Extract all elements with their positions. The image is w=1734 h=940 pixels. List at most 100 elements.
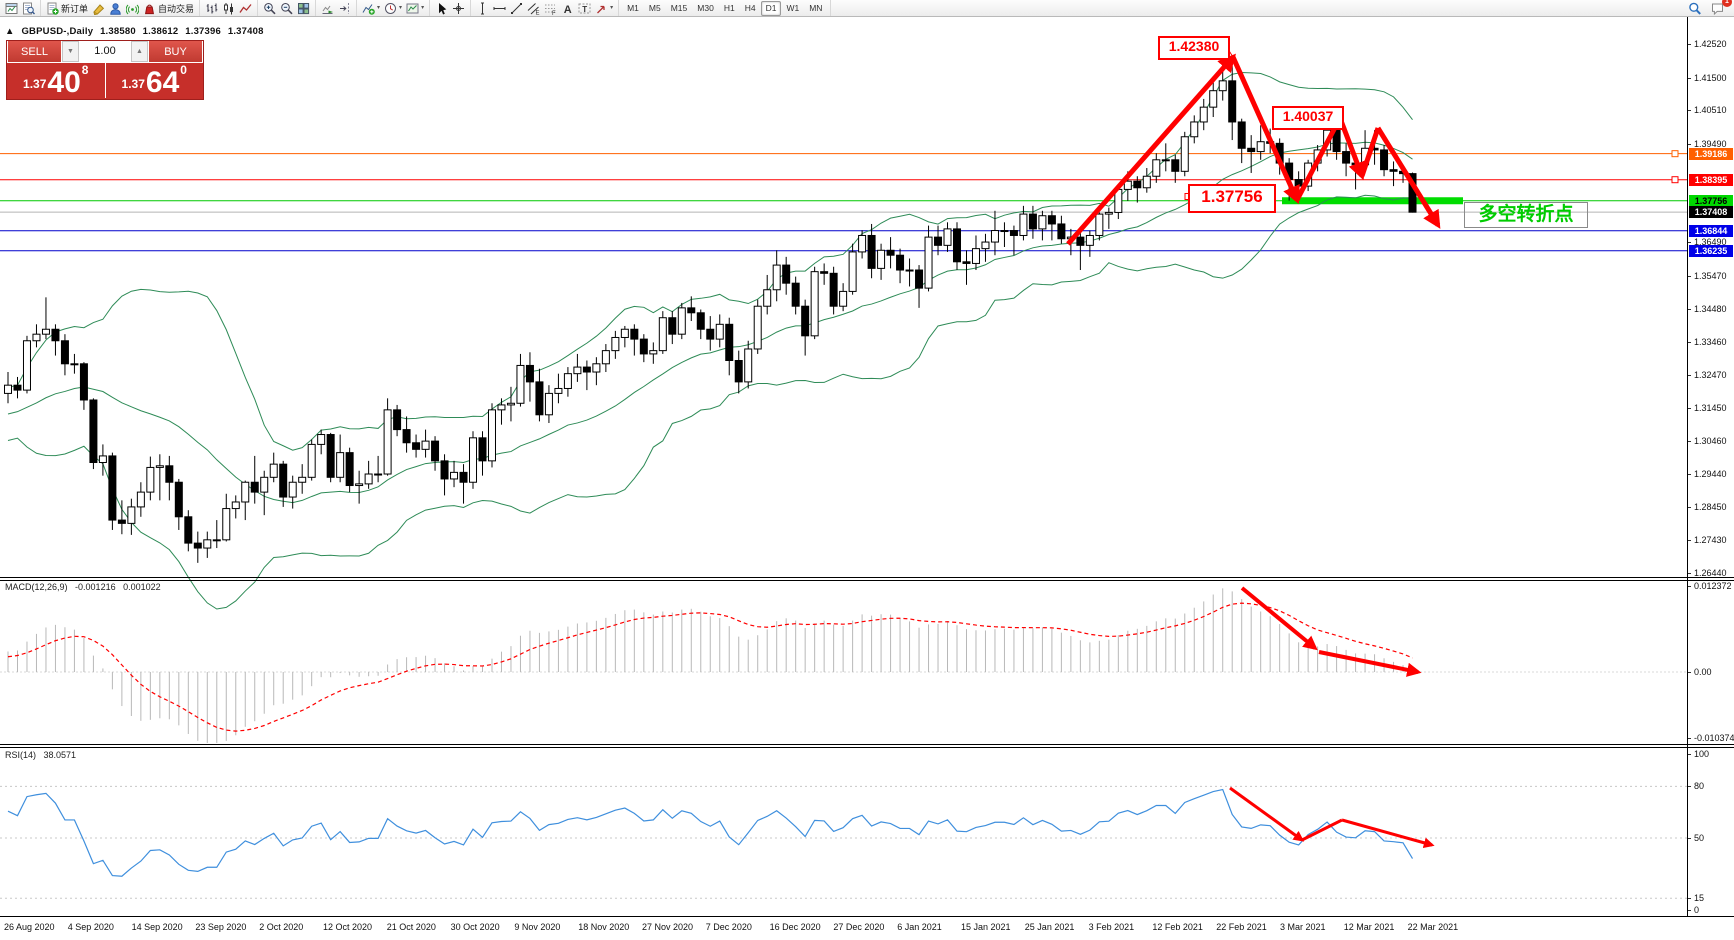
panel-divider[interactable] (0, 744, 1734, 745)
candle-body (715, 323, 724, 340)
toolbar-group (0, 0, 41, 16)
shapes-button[interactable]: ▾ (593, 1, 615, 16)
templates-button[interactable]: ▾ (404, 1, 426, 16)
macd-arrow[interactable] (1240, 586, 1318, 651)
macd-signal-value: 0.001022 (123, 582, 161, 592)
bar-chart-button[interactable] (203, 1, 220, 16)
timeframe-mn[interactable]: MN (809, 2, 823, 13)
zoom-out-button[interactable] (278, 1, 295, 16)
sell-price-small: 1.37 (23, 77, 47, 91)
channel-button[interactable]: E (525, 1, 542, 16)
candle-body (810, 271, 819, 337)
notifications-button[interactable]: 1 (1709, 0, 1732, 16)
turning-point-note[interactable]: 多空转折点 (1464, 202, 1588, 228)
notification-badge: 1 (1722, 0, 1732, 7)
cursor-button[interactable] (433, 1, 450, 16)
timeframe-d1[interactable]: D1 (760, 0, 782, 16)
candle-body (279, 463, 288, 498)
vertical-line-button[interactable] (474, 1, 491, 16)
chart-shift-button[interactable] (336, 1, 353, 16)
profile-button[interactable] (107, 1, 124, 16)
candle-body (13, 384, 22, 391)
buy-price-big: 64 (145, 66, 180, 99)
timeframe-m15[interactable]: M15 (670, 2, 688, 13)
periods-button[interactable]: ▾ (382, 1, 404, 16)
volume-increase-button[interactable]: ▲ (131, 41, 148, 62)
candle-body (772, 264, 781, 291)
auto-scroll-button[interactable] (319, 1, 336, 16)
price-axis-tick: 1.31450 (1694, 403, 1727, 414)
timeframe-m5[interactable]: M5 (648, 2, 661, 13)
candle-body (611, 336, 620, 352)
candle-body (155, 465, 164, 468)
trend-arrow[interactable] (1230, 55, 1300, 205)
macd-axis-tick: 0.00 (1694, 667, 1712, 677)
indicators-button[interactable]: ▾ (360, 1, 382, 16)
volume-input[interactable]: 1.00 (94, 45, 116, 57)
candle-body (1190, 121, 1199, 138)
autotrading-button[interactable]: 自动交易 (141, 1, 196, 16)
candle-chart-button[interactable] (220, 1, 237, 16)
volume-decrease-button[interactable]: ▼ (62, 41, 79, 62)
fibonacci-button[interactable]: F (542, 1, 559, 16)
timeframe-m1[interactable]: M1 (627, 2, 639, 13)
candle-body (820, 271, 829, 274)
ohlc-low: 1.37396 (185, 26, 221, 37)
sell-price[interactable]: 1.37 40 8 (7, 63, 106, 98)
macd-arrow[interactable] (1318, 650, 1422, 677)
data-preview-button[interactable] (20, 1, 37, 16)
styler-button[interactable] (90, 1, 107, 16)
buy-price[interactable]: 1.37 64 0 (106, 63, 204, 98)
horizontal-line-button[interactable] (491, 1, 508, 16)
new-order-button[interactable]: 新订单 (44, 1, 90, 16)
rsi-arrow[interactable] (1229, 786, 1305, 842)
collapse-icon[interactable]: ▲ (5, 26, 15, 37)
rsi-arrow[interactable] (1301, 818, 1343, 842)
sell-price-sup: 8 (81, 63, 89, 77)
crosshair-button[interactable] (450, 1, 467, 16)
chart-canvas[interactable] (0, 17, 1687, 916)
trend-arrow[interactable] (1294, 116, 1343, 202)
zoom-in-button[interactable] (261, 1, 278, 16)
signals-button[interactable] (124, 1, 141, 16)
ohlc-high: 1.38612 (142, 26, 179, 37)
line-anchor-handle[interactable] (1671, 150, 1679, 158)
axis-tick-mark (1688, 540, 1691, 542)
time-axis[interactable]: 26 Aug 2020 4 Sep 2020 14 Sep 2020 23 Sep 2… (0, 916, 1734, 940)
sell-button[interactable]: SELL (7, 41, 62, 62)
rsi-arrow[interactable] (1341, 818, 1435, 849)
candle-body (1076, 236, 1085, 246)
search-button[interactable] (1686, 1, 1703, 16)
time-axis-label: 21 Oct 2020 (386, 922, 436, 932)
timeframe-h4[interactable]: H4 (744, 2, 756, 13)
timeframe-group: M1 M5 M15 M30 H1 H4 D1 W1 MN (619, 0, 832, 16)
price-axis[interactable]: 1.42520 1.41500 1.40510 1.39490 1.36490 1.354… (1687, 17, 1734, 916)
candle-body (734, 360, 743, 383)
trendline-button[interactable] (508, 1, 525, 16)
text-button[interactable]: A (559, 1, 576, 16)
candle-body (668, 317, 677, 335)
periods-icon (385, 2, 397, 14)
candle-body (962, 261, 971, 264)
trend-arrow[interactable] (1066, 53, 1236, 246)
tile-windows-button[interactable] (295, 1, 312, 16)
timeframe-w1[interactable]: W1 (786, 2, 800, 13)
price-annotation-label[interactable]: 1.40037 (1272, 106, 1344, 130)
timeframe-h1[interactable]: H1 (723, 2, 735, 13)
buy-button[interactable]: BUY (148, 41, 203, 62)
panel-divider[interactable] (0, 577, 1734, 578)
autotrading-icon (145, 4, 155, 14)
line-chart-button[interactable] (237, 1, 254, 16)
panel-divider[interactable] (0, 747, 1734, 748)
line-anchor-handle[interactable] (1671, 176, 1679, 184)
candle-body (165, 465, 174, 483)
chart-window-button[interactable] (3, 1, 20, 16)
price-annotation-label[interactable]: 1.42380 (1158, 36, 1230, 60)
price-annotation-label[interactable]: 1.37756 (1188, 184, 1276, 213)
panel-divider[interactable] (0, 580, 1734, 581)
trend-arrow[interactable] (1359, 127, 1381, 177)
timeframe-m30[interactable]: M30 (697, 2, 714, 13)
text-label-button[interactable]: T (576, 1, 593, 16)
price-axis-tick: 1.27430 (1694, 535, 1727, 546)
trend-arrow[interactable] (1375, 126, 1441, 229)
